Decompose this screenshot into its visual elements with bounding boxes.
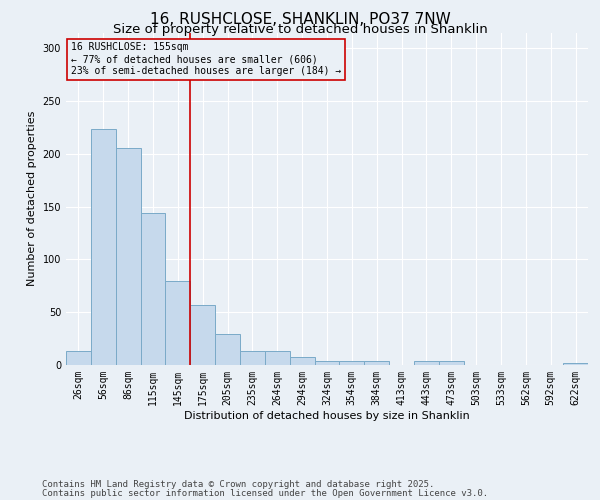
Y-axis label: Number of detached properties: Number of detached properties [27, 111, 37, 286]
Bar [116, 148, 140, 365]
Bar [265, 352, 290, 365]
Bar [563, 363, 588, 365]
Bar [140, 213, 166, 365]
Text: Contains HM Land Registry data © Crown copyright and database right 2025.: Contains HM Land Registry data © Crown c… [42, 480, 434, 489]
Bar [340, 361, 364, 365]
Bar [91, 128, 116, 365]
Bar [240, 352, 265, 365]
Text: Contains public sector information licensed under the Open Government Licence v3: Contains public sector information licen… [42, 488, 488, 498]
Text: 16, RUSHCLOSE, SHANKLIN, PO37 7NW: 16, RUSHCLOSE, SHANKLIN, PO37 7NW [149, 12, 451, 28]
Bar [190, 305, 215, 365]
Text: Size of property relative to detached houses in Shanklin: Size of property relative to detached ho… [113, 22, 487, 36]
Bar [314, 361, 340, 365]
Bar [215, 334, 240, 365]
Bar [290, 356, 314, 365]
Bar [66, 352, 91, 365]
X-axis label: Distribution of detached houses by size in Shanklin: Distribution of detached houses by size … [184, 410, 470, 420]
Bar [414, 361, 439, 365]
Bar [364, 361, 389, 365]
Bar [166, 280, 190, 365]
Bar [439, 361, 464, 365]
Text: 16 RUSHCLOSE: 155sqm
← 77% of detached houses are smaller (606)
23% of semi-deta: 16 RUSHCLOSE: 155sqm ← 77% of detached h… [71, 42, 341, 76]
